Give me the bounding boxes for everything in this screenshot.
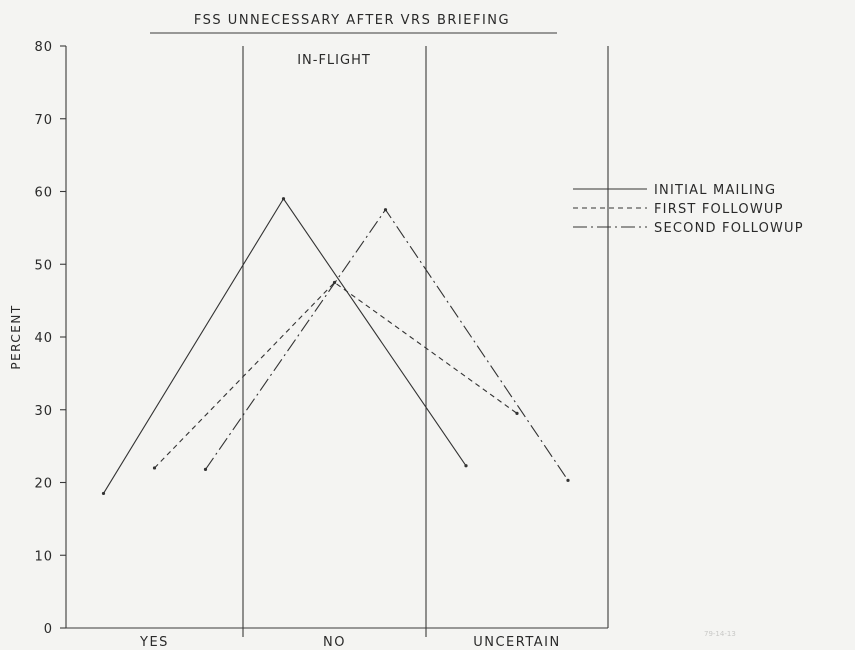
data-point xyxy=(101,491,106,496)
legend-label: SECOND FOLLOWUP xyxy=(654,221,804,236)
legend: INITIAL MAILING FIRST FOLLOWUP SECOND FOLL… xyxy=(573,183,804,236)
panel-label: IN-FLIGHT xyxy=(297,53,371,68)
legend-label: INITIAL MAILING xyxy=(654,183,776,198)
y-tick-label: 30 xyxy=(34,404,53,419)
legend-label: FIRST FOLLOWUP xyxy=(654,202,784,217)
archive-stamp: 79-14-13 xyxy=(704,630,736,638)
data-point xyxy=(152,466,157,470)
data-point xyxy=(515,411,519,415)
series-line-dashed xyxy=(154,281,518,469)
y-tick-label: 70 xyxy=(34,113,53,128)
x-category-label: UNCERTAIN xyxy=(473,635,561,650)
y-tick-label: 50 xyxy=(34,258,53,273)
data-point xyxy=(464,464,468,468)
chart-title: FSS UNNECESSARY AFTER VRS BRIEFING xyxy=(194,13,510,28)
data-point xyxy=(383,208,388,212)
x-category-label: NO xyxy=(323,635,346,650)
data-point xyxy=(566,478,570,482)
series-group xyxy=(101,197,570,496)
y-tick-group: 0 10 20 30 40 50 60 70 80 xyxy=(34,40,66,637)
y-tick-label: 20 xyxy=(34,477,53,492)
data-point xyxy=(203,467,208,472)
y-tick-label: 0 xyxy=(44,622,53,637)
x-category-label: YES xyxy=(139,635,169,650)
y-axis-title: PERCENT xyxy=(9,304,23,369)
y-tick-label: 10 xyxy=(34,549,53,564)
data-point xyxy=(281,197,286,201)
x-category-group: YES NO UNCERTAIN xyxy=(139,635,561,650)
series-line-dashdot xyxy=(205,208,569,481)
series-line-solid xyxy=(103,197,467,494)
y-tick-label: 60 xyxy=(34,186,53,201)
y-tick-label: 40 xyxy=(34,331,53,346)
y-tick-label: 80 xyxy=(34,40,53,55)
